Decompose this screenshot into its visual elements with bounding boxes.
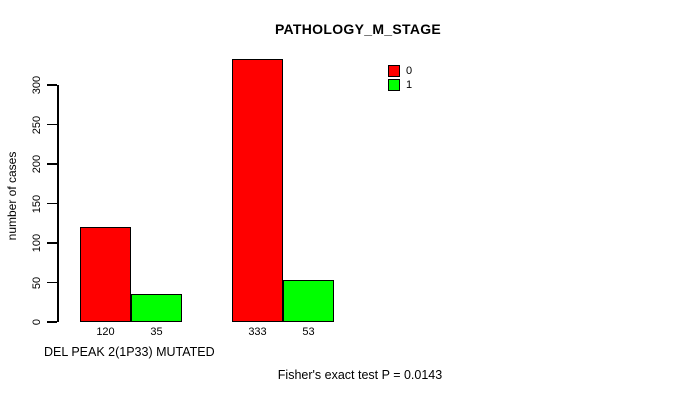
y-axis-line xyxy=(57,85,59,322)
fisher-test-annotation: Fisher's exact test P = 0.0143 xyxy=(277,368,443,382)
y-axis-tick xyxy=(47,163,57,165)
y-axis-tick-label: 250 xyxy=(31,115,43,134)
bar-series-1 xyxy=(131,294,182,322)
y-axis-tick-label: 50 xyxy=(31,276,43,289)
bar-series-1 xyxy=(283,280,334,322)
y-axis-tick xyxy=(47,281,57,284)
bar-value-label: 53 xyxy=(302,326,315,338)
legend-item: 1 xyxy=(388,78,412,92)
y-axis-tick-label: 150 xyxy=(31,194,43,213)
y-axis-tick xyxy=(47,321,57,323)
legend-item: 0 xyxy=(388,64,412,78)
bar-value-label: 333 xyxy=(248,326,267,338)
y-axis-tick-label: 200 xyxy=(31,154,43,174)
bar-series-0 xyxy=(80,227,131,322)
y-axis-tick-label: 0 xyxy=(31,318,43,326)
bar-value-label: 120 xyxy=(96,326,115,338)
y-axis-tick-label: 300 xyxy=(31,75,43,95)
y-axis-tick xyxy=(47,202,57,205)
legend-label: 1 xyxy=(406,79,413,91)
y-axis-tick xyxy=(47,84,57,86)
y-axis-tick xyxy=(47,123,57,126)
x-axis-label: DEL PEAK 2(1P33) MUTATED xyxy=(44,345,215,359)
y-axis-label: number of cases xyxy=(5,151,19,241)
bar-value-label: 35 xyxy=(150,326,163,338)
y-axis-tick xyxy=(47,242,57,244)
legend-swatch-0 xyxy=(388,65,400,77)
chart-title: PATHOLOGY_M_STAGE xyxy=(274,21,442,37)
legend-swatch-1 xyxy=(388,79,400,91)
y-axis-tick-label: 100 xyxy=(31,233,43,253)
bar-series-0 xyxy=(232,59,283,322)
legend-label: 0 xyxy=(406,65,413,77)
